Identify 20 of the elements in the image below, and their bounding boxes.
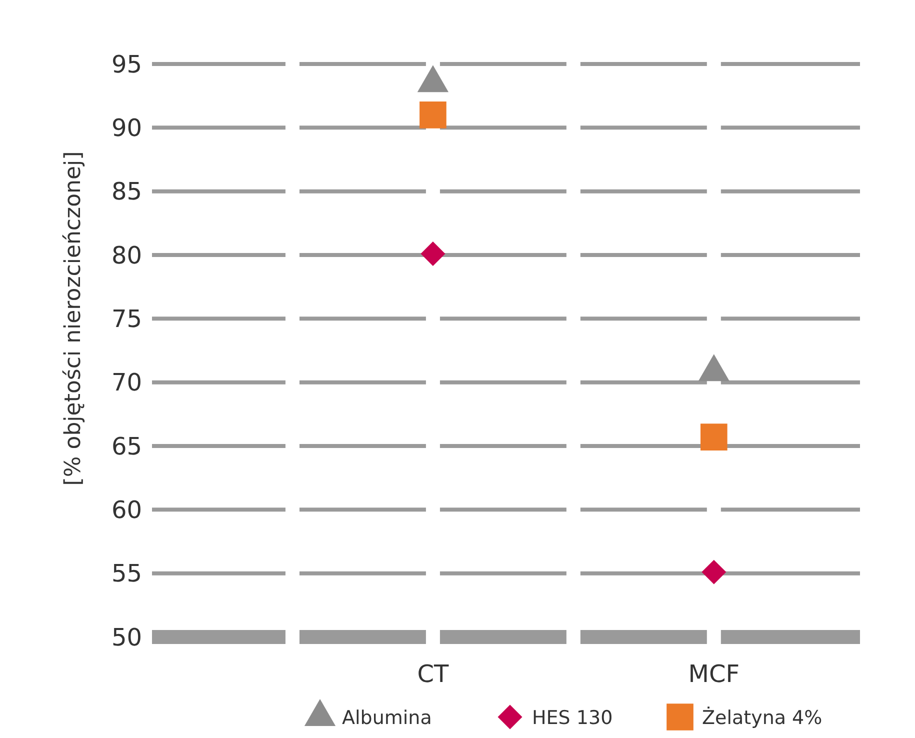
point	[702, 560, 726, 584]
y-tick-label: 60	[111, 496, 142, 524]
y-axis-title: [% objętości nierozcieńczonej]	[61, 151, 86, 486]
y-tick-label: 85	[111, 178, 142, 206]
y-tick-label: 80	[111, 241, 142, 270]
y-tick-label: 95	[111, 50, 142, 78]
y-tick-label: 50	[111, 623, 142, 652]
point	[420, 102, 446, 128]
y-tick-label: 55	[111, 560, 142, 588]
legend-label: HES 130	[532, 707, 613, 729]
legend-label: Żelatyna 4%	[702, 706, 822, 729]
y-tick-label: 90	[111, 114, 142, 142]
point	[420, 241, 446, 266]
y-tick-label: 70	[111, 368, 142, 397]
y-tick-label: 65	[111, 432, 142, 460]
x-tick-label: CT	[417, 660, 449, 688]
point	[700, 424, 728, 451]
legend-label: Albumina	[342, 707, 432, 729]
y-tick-label: 75	[111, 305, 142, 334]
x-tick-label: MCF	[688, 660, 740, 688]
